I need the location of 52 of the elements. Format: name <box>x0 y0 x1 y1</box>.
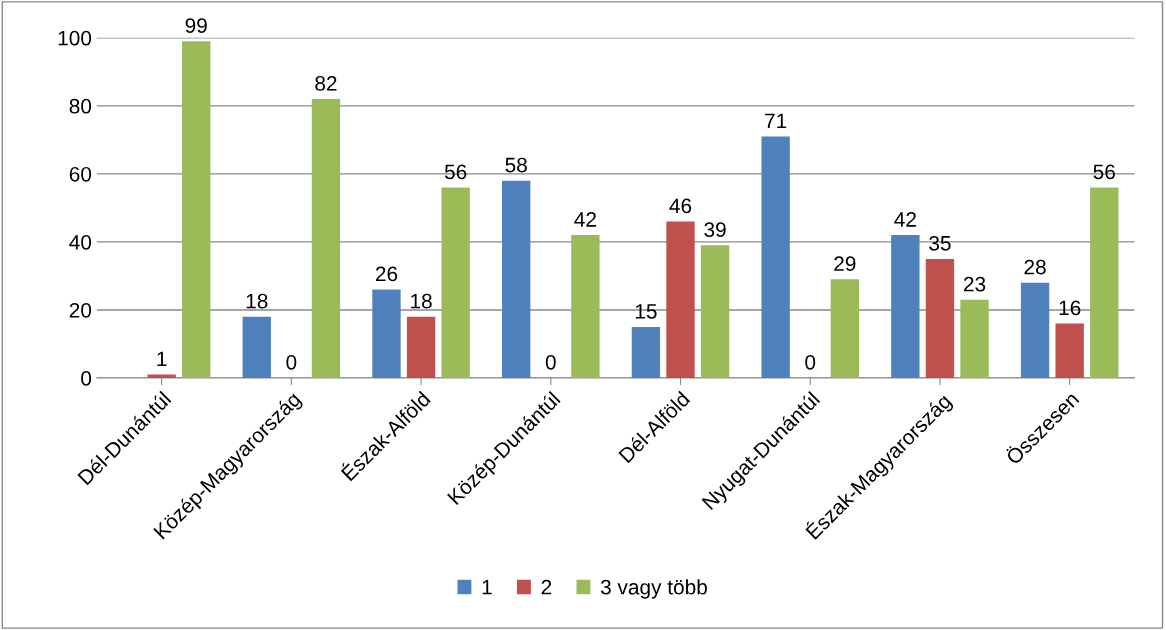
bar <box>891 235 920 378</box>
data-label: 18 <box>246 293 268 309</box>
data-label: 46 <box>669 198 692 214</box>
data-label: 35 <box>929 235 951 251</box>
data-label: 28 <box>1024 259 1046 275</box>
y-tick-label: 20 <box>69 302 92 318</box>
bar <box>441 187 470 378</box>
bar <box>761 136 790 378</box>
legend-label: 2 <box>541 579 552 595</box>
bar <box>242 316 271 378</box>
bar <box>372 289 401 378</box>
data-label: 0 <box>805 354 816 370</box>
bar <box>182 41 211 378</box>
data-label: 0 <box>286 354 297 370</box>
data-label: 15 <box>635 304 657 319</box>
y-tick-label: 0 <box>81 371 92 386</box>
bar <box>1020 282 1050 378</box>
data-label: 1 <box>157 351 167 367</box>
bar <box>147 374 176 378</box>
bar <box>502 180 531 378</box>
bar <box>311 99 341 378</box>
data-label: 82 <box>315 76 337 91</box>
y-tick-label: 60 <box>69 166 92 182</box>
data-label: 71 <box>765 113 787 128</box>
bar <box>1055 323 1084 378</box>
bar <box>666 221 695 378</box>
data-label: 18 <box>411 293 432 309</box>
y-tick-label: 40 <box>69 234 92 250</box>
data-label: 56 <box>444 164 467 180</box>
data-label: 42 <box>574 212 596 227</box>
data-label: 58 <box>505 157 527 173</box>
bar <box>1090 187 1119 378</box>
data-label: 29 <box>834 256 856 272</box>
bar <box>571 235 600 378</box>
legend-label: 1 <box>482 579 492 595</box>
bar <box>631 326 661 378</box>
bar <box>960 299 989 378</box>
data-label: 16 <box>1059 300 1081 316</box>
data-label: 23 <box>964 276 986 292</box>
bar <box>700 245 730 378</box>
y-tick-label: 100 <box>58 30 92 46</box>
data-label: 56 <box>1093 164 1115 180</box>
data-label: 0 <box>545 354 556 370</box>
legend-label: 3 vagy több <box>600 579 707 599</box>
data-label: 99 <box>185 18 207 33</box>
bar <box>406 316 436 378</box>
y-tick-label: 80 <box>69 98 92 114</box>
data-label: 26 <box>375 266 398 282</box>
data-label: 39 <box>704 222 726 238</box>
bar <box>925 258 955 378</box>
data-label: 42 <box>894 212 916 227</box>
bar <box>830 279 859 378</box>
